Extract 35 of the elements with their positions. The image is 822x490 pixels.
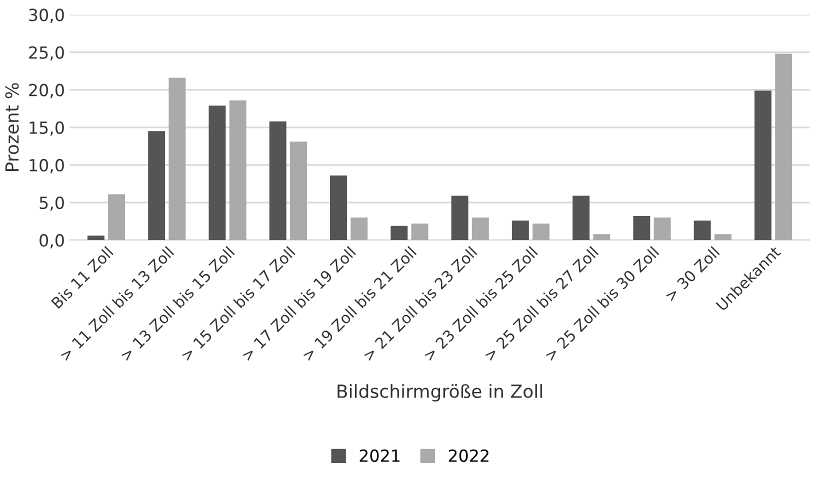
legend-label: 2022 <box>448 449 488 462</box>
bar <box>148 131 166 240</box>
bar <box>472 218 489 240</box>
bar <box>593 234 610 240</box>
bar <box>654 218 671 240</box>
bar <box>350 218 368 240</box>
legend-label: 2021 <box>360 449 400 462</box>
y-tick-label: 0,0 <box>40 234 64 248</box>
bar <box>694 220 711 240</box>
bar <box>633 216 650 240</box>
bar <box>108 194 126 240</box>
bar <box>87 236 104 240</box>
bar <box>330 175 347 240</box>
bar <box>411 224 428 240</box>
bar <box>714 234 732 240</box>
bar <box>512 220 529 240</box>
bar <box>269 121 286 240</box>
bar <box>390 226 408 240</box>
bar <box>532 224 550 240</box>
bar <box>290 142 307 240</box>
y-tick-label: 20,0 <box>29 84 64 98</box>
bar <box>775 54 792 240</box>
y-tick-label: 5,0 <box>40 196 64 211</box>
bar <box>451 196 468 240</box>
bar <box>229 100 246 240</box>
x-axis-title: Bildschirmgröße in Zoll <box>338 384 542 402</box>
y-axis-title: Prozent % <box>5 83 19 171</box>
y-tick-label: 10,0 <box>30 158 64 174</box>
bar <box>572 196 590 240</box>
y-tick-label: 15,0 <box>30 121 64 136</box>
bar <box>208 106 226 240</box>
bar <box>754 90 772 240</box>
bar <box>168 78 186 240</box>
y-tick-label: 25,0 <box>29 46 64 61</box>
y-tick-label: 30,0 <box>29 8 64 23</box>
